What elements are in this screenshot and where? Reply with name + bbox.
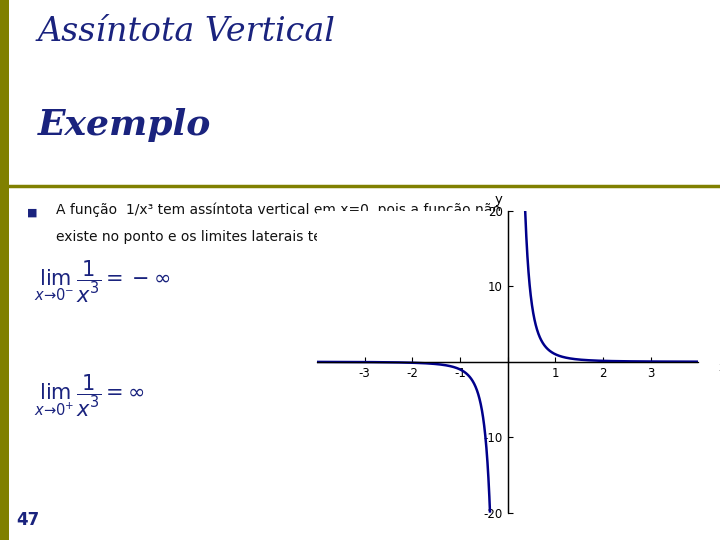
Text: 47: 47 xyxy=(17,511,40,529)
Text: A função  1/x³ tem assíntota vertical em x=0, pois a função não: A função 1/x³ tem assíntota vertical em … xyxy=(55,202,500,217)
Text: y: y xyxy=(494,193,502,206)
Text: $\lim_{x\to 0^-} \dfrac{1}{x^3} = -\infty$: $\lim_{x\to 0^-} \dfrac{1}{x^3} = -\inft… xyxy=(35,259,171,305)
Text: Exemplo: Exemplo xyxy=(37,108,211,142)
Text: x: x xyxy=(719,361,720,374)
Text: $\lim_{x\to 0^+} \dfrac{1}{x^3} = \infty$: $\lim_{x\to 0^+} \dfrac{1}{x^3} = \infty… xyxy=(35,373,145,418)
Text: existe no ponto e os limites laterais tendem para infinito.: existe no ponto e os limites laterais te… xyxy=(55,230,454,244)
Text: ■: ■ xyxy=(27,208,37,218)
Text: Assíntota Vertical: Assíntota Vertical xyxy=(37,16,336,48)
